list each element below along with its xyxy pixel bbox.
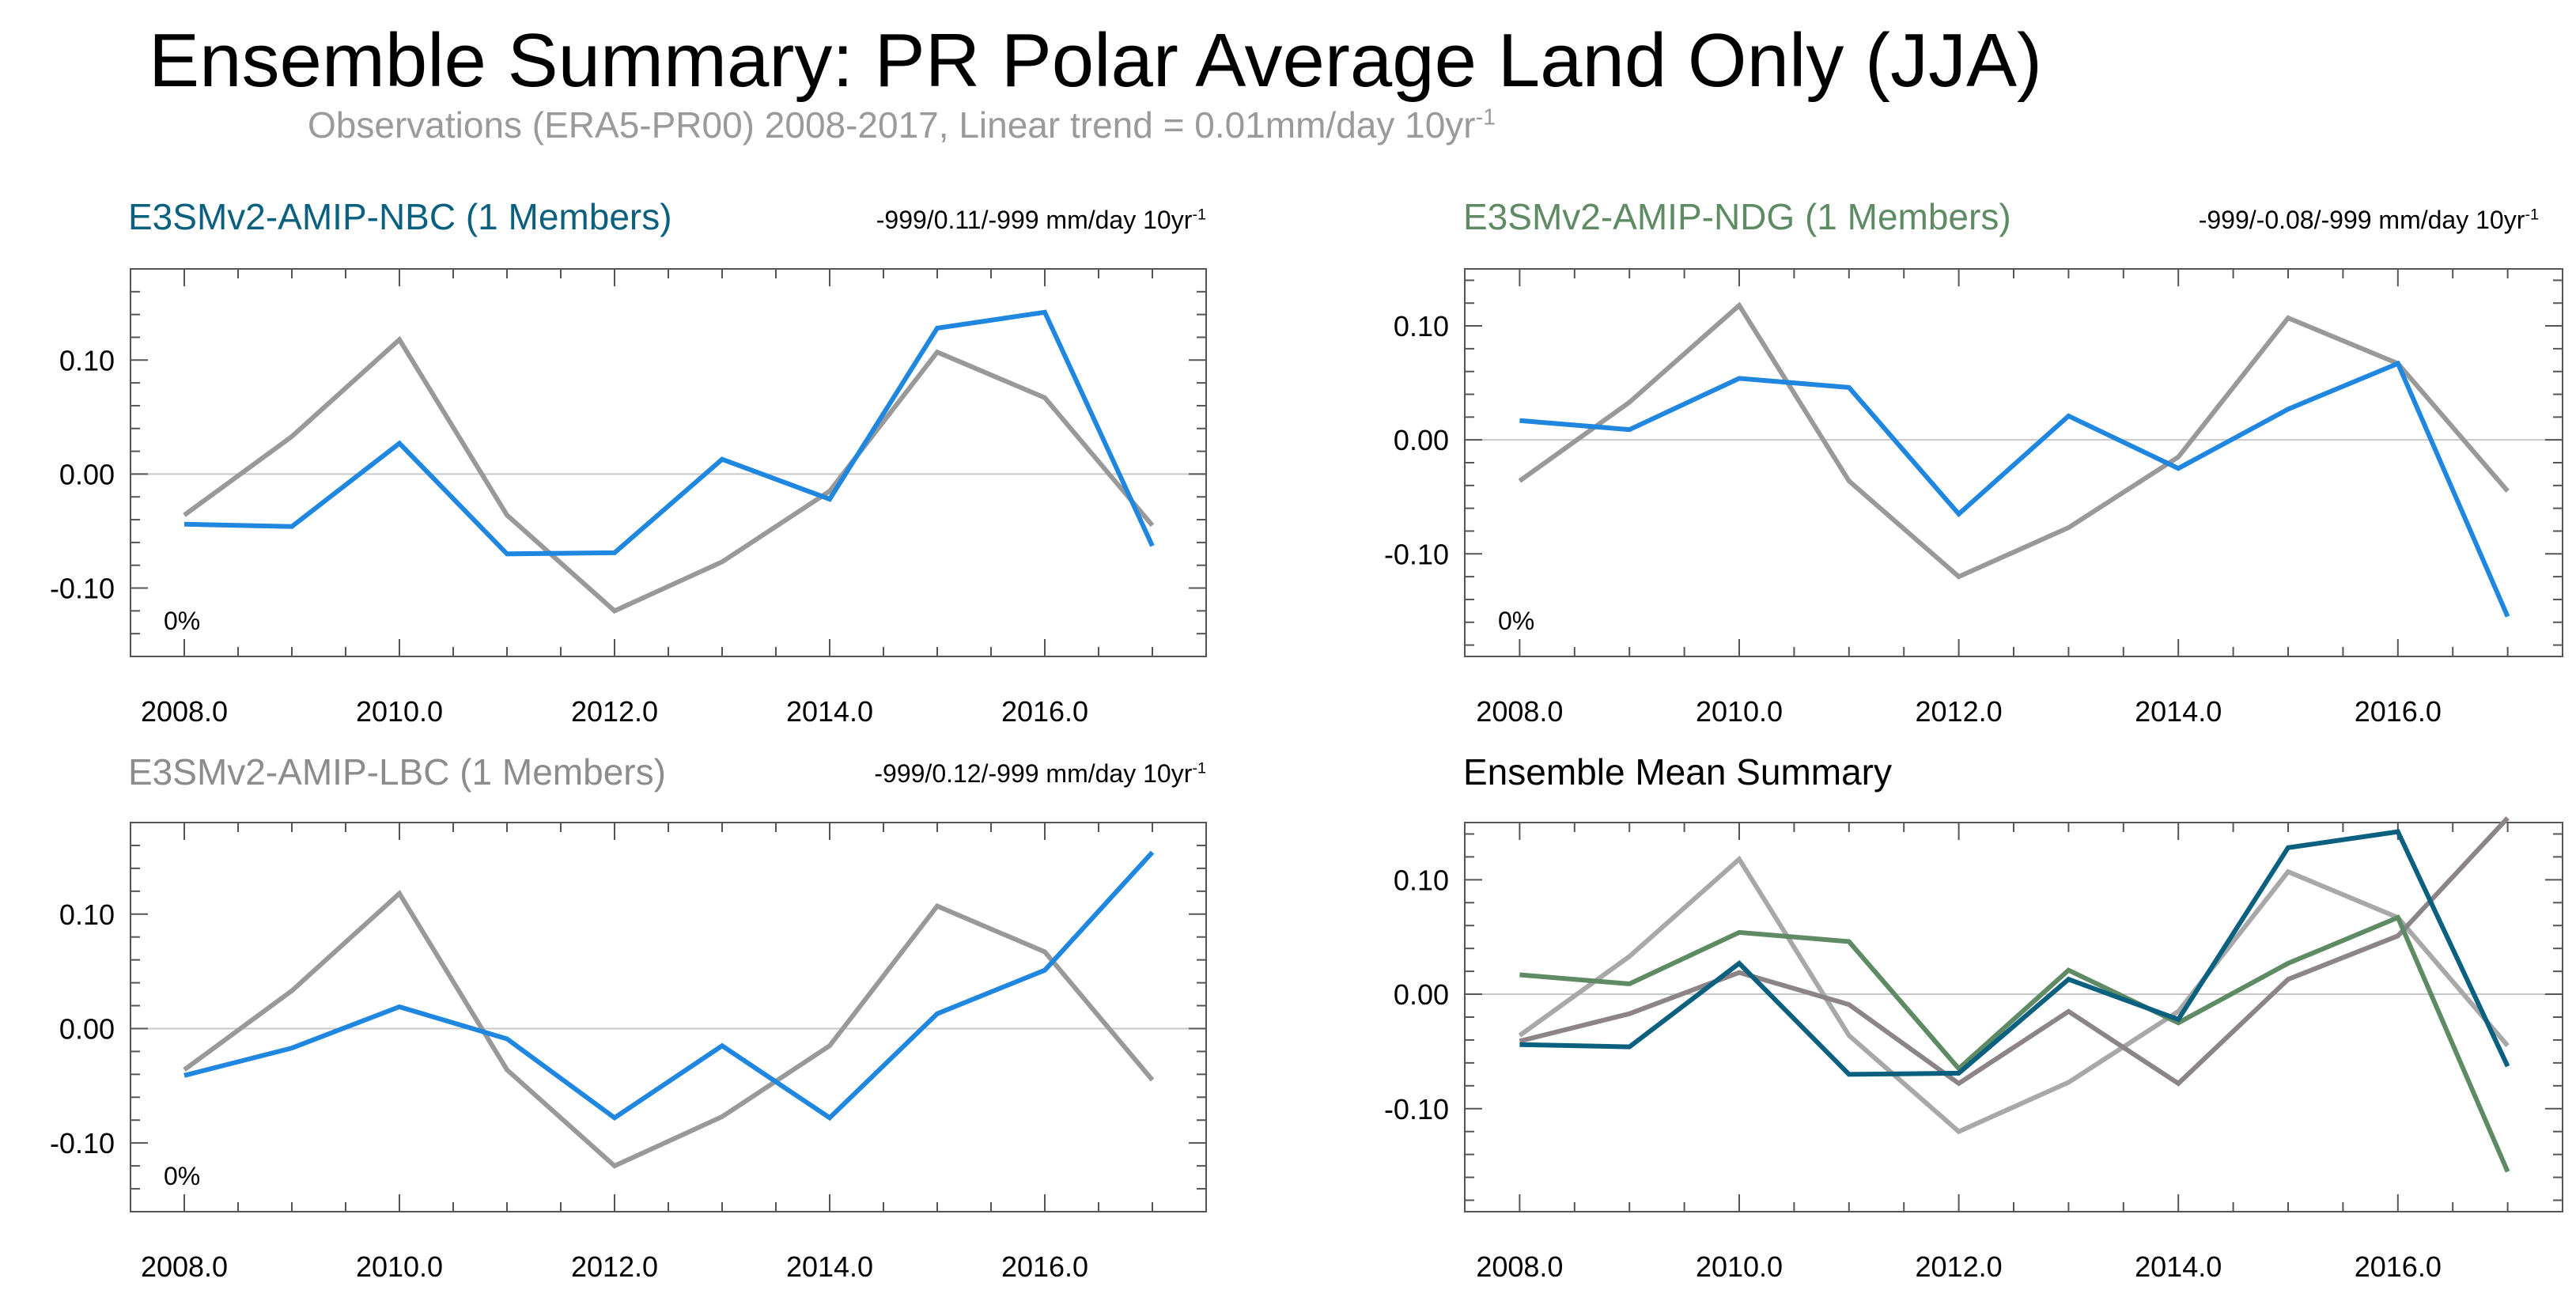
trend-sup-nbc: -1 [1192, 206, 1206, 224]
series-line-observations [1518, 301, 2510, 580]
y-tick-label: 0.10 [1394, 310, 1449, 342]
y-tick-label: -0.10 [50, 1127, 115, 1159]
x-tick-label: 2008.0 [141, 1250, 228, 1283]
percent-label: 0% [1498, 607, 1534, 635]
percent-label: 0% [164, 607, 200, 635]
x-tick-label: 2016.0 [2355, 695, 2442, 728]
subtitle-text: Observations (ERA5-PR00) 2008-2017, Line… [308, 104, 1476, 146]
series-line-lbc [1519, 816, 2510, 1087]
panel-title-nbc: E3SMv2-AMIP-NBC (1 Members) [128, 196, 672, 237]
x-tick-label: 2008.0 [1476, 695, 1563, 728]
x-tick-label: 2012.0 [571, 1250, 658, 1283]
y-tick-label: -0.10 [50, 573, 115, 605]
figure-subtitle: Observations (ERA5-PR00) 2008-2017, Line… [0, 103, 1803, 147]
y-tick-label: -0.10 [1384, 1093, 1449, 1125]
series-line-ndg [1519, 914, 2510, 1173]
trend-text-ndg: -999/-0.08/-999 mm/day 10yr [2198, 206, 2525, 234]
y-tick-label: 0.00 [59, 1012, 115, 1045]
y-tick-label: 0.10 [1394, 864, 1449, 896]
x-tick-label: 2014.0 [2135, 695, 2222, 728]
x-tick-label: 2010.0 [1696, 1250, 1783, 1283]
x-tick-label: 2014.0 [2135, 1250, 2222, 1283]
x-tick-label: 2008.0 [1476, 1250, 1563, 1283]
series-line-observations [183, 335, 1155, 614]
x-tick-label: 2016.0 [1001, 1250, 1088, 1283]
y-tick-label: 0.00 [59, 458, 115, 490]
panel-nbc: 0.10 0.00 -0.10 2008.0 2010.0 2012.0 2014.0 201… [50, 268, 1207, 728]
percent-label: 0% [164, 1162, 200, 1190]
trend-label-lbc: -999/0.12/-999 mm/day 10yr-1 [874, 758, 1206, 789]
figure-title: Ensemble Summary: PR Polar Average Land … [149, 18, 2042, 103]
y-tick-label: 0.10 [59, 344, 115, 376]
series-line-nbc [1519, 829, 2510, 1077]
x-tick-label: 2008.0 [141, 695, 228, 728]
trend-label-nbc: -999/0.11/-999 mm/day 10yr-1 [876, 204, 1206, 236]
y-tick-label: 0.10 [59, 898, 115, 931]
x-tick-label: 2010.0 [356, 695, 443, 728]
trend-sup-lbc: -1 [1192, 759, 1206, 777]
panel-title-lbc: E3SMv2-AMIP-LBC (1 Members) [128, 751, 666, 792]
subtitle-superscript: -1 [1475, 104, 1496, 130]
trend-label-ndg: -999/-0.08/-999 mm/day 10yr-1 [2199, 204, 2539, 236]
x-tick-label: 2016.0 [2355, 1250, 2442, 1283]
x-tick-label: 2014.0 [786, 1250, 873, 1283]
y-tick-label: 0.00 [1394, 978, 1449, 1011]
trend-text-lbc: -999/0.12/-999 mm/day 10yr [874, 759, 1193, 788]
panel-lbc: 0.10 0.00 -0.10 2008.0 2010.0 2012.0 2014.0 201… [50, 822, 1207, 1283]
plot-frame [130, 822, 1207, 1212]
x-tick-label: 2012.0 [1916, 1250, 2003, 1283]
panel-title-ndg: E3SMv2-AMIP-NDG (1 Members) [1463, 196, 2011, 237]
series-line-observations [183, 890, 1155, 1169]
series-line-model [183, 850, 1155, 1122]
x-tick-label: 2016.0 [1001, 695, 1088, 728]
x-tick-label: 2010.0 [356, 1250, 443, 1283]
panel-ensemble-mean: 0.10 0.00 -0.10 2008.0 2010.0 2012.0 2014.0 201… [1384, 816, 2563, 1283]
series-line-observations [1518, 855, 2510, 1135]
series-line-model [183, 309, 1155, 557]
x-tick-label: 2014.0 [786, 695, 873, 728]
plot-frame [130, 268, 1207, 657]
panel-ndg: 0.10 0.00 -0.10 2008.0 2010.0 2012.0 2014.0 201… [1384, 268, 2563, 728]
series-line-model [1519, 360, 2510, 618]
x-tick-label: 2012.0 [571, 695, 658, 728]
x-tick-label: 2010.0 [1696, 695, 1783, 728]
trend-sup-ndg: -1 [2525, 206, 2539, 224]
x-tick-label: 2012.0 [1916, 695, 2003, 728]
panel-title-ensemble-mean: Ensemble Mean Summary [1463, 751, 1892, 792]
y-tick-label: 0.00 [1394, 424, 1449, 456]
y-tick-label: -0.10 [1384, 538, 1449, 570]
trend-text-nbc: -999/0.11/-999 mm/day 10yr [876, 206, 1193, 234]
